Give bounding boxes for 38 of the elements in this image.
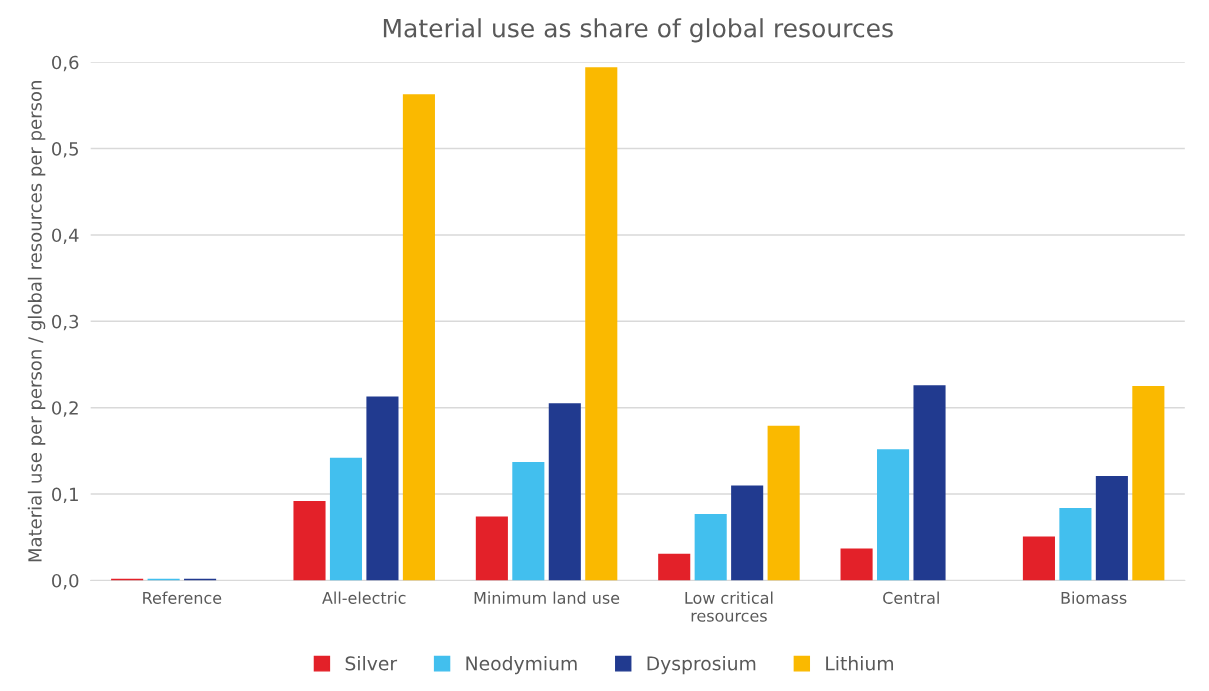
bar (475, 516, 508, 581)
legend-label: Neodymium (466, 655, 577, 675)
legend-label: Dysprosium (647, 655, 756, 675)
chart-title: Material use as share of global resources (383, 18, 893, 43)
bar (767, 425, 800, 581)
x-tick-label: Reference (143, 591, 222, 604)
y-tick-label: 0,6 (52, 55, 79, 72)
bar (731, 485, 764, 581)
x-tick-label: Biomass (1061, 591, 1127, 604)
bar (548, 403, 581, 581)
bar (1059, 507, 1092, 581)
bar (329, 457, 363, 581)
y-tick-label: 0,1 (52, 487, 78, 504)
legend-label: Silver (345, 655, 398, 671)
bar (840, 548, 873, 581)
x-tick-label: All-electric (322, 591, 406, 604)
y-tick-label: 0,5 (52, 142, 78, 158)
bar (913, 385, 946, 581)
y-tick-label: 0,2 (52, 401, 78, 417)
bar (366, 396, 399, 581)
bar (293, 500, 326, 581)
bar (402, 94, 435, 581)
y-tick-label: 0,0 (52, 573, 79, 590)
x-tick-label: Central (883, 591, 939, 604)
bar (585, 67, 618, 581)
y-tick-label: 0,3 (52, 314, 79, 331)
x-tick-label: Minimum land use (474, 591, 620, 604)
bar (658, 553, 691, 581)
y-tick-label: 0,4 (52, 228, 79, 244)
bar (1132, 386, 1165, 581)
y-axis-title: Material use per person / global resources per person (27, 81, 46, 562)
bar (877, 449, 910, 581)
bar (1095, 475, 1128, 581)
bar (694, 513, 727, 581)
x-tick-label: Low critical resources (685, 591, 773, 622)
bar (1022, 536, 1055, 581)
legend-label: Lithium (826, 655, 893, 671)
bar (512, 462, 545, 581)
